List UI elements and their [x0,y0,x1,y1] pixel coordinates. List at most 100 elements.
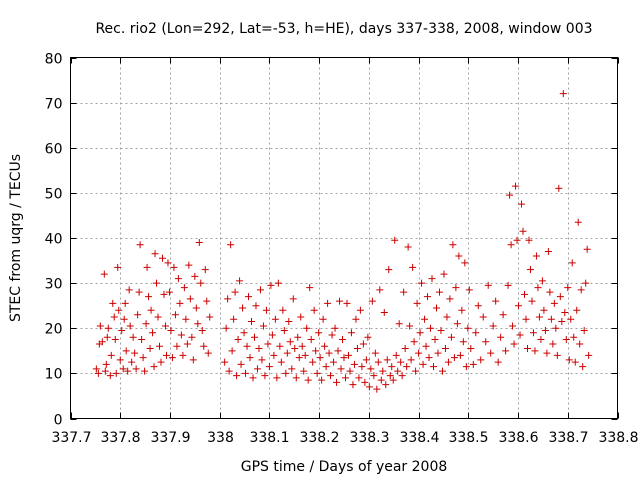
data-point [368,297,376,305]
data-point [325,349,333,357]
data-point [310,306,318,314]
data-point [567,315,575,323]
data-point [526,266,534,274]
data-point [571,358,579,366]
data-point [349,381,357,389]
data-point [449,241,457,249]
data-point [179,351,187,359]
data-point [96,322,104,330]
data-point [273,374,281,382]
data-point [307,336,315,344]
data-point [245,293,253,301]
data-point [297,313,305,321]
data-point [249,374,257,382]
data-point [434,349,442,357]
x-tick-label: 337.7 [51,430,91,446]
data-point [248,317,256,325]
data-point [177,331,185,339]
data-point [180,284,188,292]
data-point [492,297,500,305]
data-point [120,315,128,323]
data-point [227,241,235,249]
data-point [132,365,140,373]
x-tick-label: 338.6 [498,430,538,446]
data-point [352,315,360,323]
data-point [337,365,345,373]
data-point [522,315,530,323]
data-point [195,239,203,247]
data-point [477,356,485,364]
data-point [149,329,157,337]
data-point [315,329,323,337]
data-point [139,354,147,362]
data-point [236,277,244,285]
data-point [301,351,309,359]
data-point [186,295,194,303]
data-point [576,340,584,348]
data-point [271,315,279,323]
x-tick-label: 338.3 [349,430,389,446]
x-tick-label: 338.4 [399,430,439,446]
data-point [239,304,247,312]
data-point [286,338,294,346]
data-point [231,288,239,296]
data-point [547,315,555,323]
data-point [350,360,358,368]
data-point [224,295,232,303]
data-point [377,376,385,384]
data-point [374,358,382,366]
data-point [221,358,229,366]
data-point [242,369,250,377]
data-point [316,354,324,362]
x-axis-label: GPS time / Days of year 2008 [241,459,448,475]
data-point [161,322,169,330]
data-point [376,286,384,294]
y-tick-label: 0 [54,413,63,429]
data-point [268,331,276,339]
chart-title: Rec. rio2 (Lon=292, Lat=-53, h=HE), days… [95,21,592,37]
data-point [150,363,158,371]
x-tick-label: 337.8 [100,430,140,446]
data-point [452,284,460,292]
data-point [106,372,114,380]
data-point [370,372,378,380]
data-point [285,317,293,325]
data-point [444,358,452,366]
data-point [416,329,424,337]
data-point [138,336,146,344]
data-point [339,336,347,344]
data-point [344,351,352,359]
data-point [386,372,394,380]
data-point [277,358,285,366]
data-point [107,351,115,359]
data-point [104,324,112,332]
data-point [331,324,339,332]
data-point [565,356,573,364]
data-point [114,263,122,271]
data-point [98,338,106,346]
data-point [422,342,430,350]
data-point [534,284,542,292]
data-point [513,236,521,244]
data-point [330,358,338,366]
data-point [94,369,102,377]
data-point [165,288,173,296]
data-point [143,263,151,271]
y-tick-label: 20 [45,322,63,338]
y-tick-labels: 0 10 20 30 40 50 60 70 80 [45,52,63,429]
data-point [479,313,487,321]
data-point [497,333,505,341]
data-point [409,263,417,271]
data-point [453,320,461,328]
data-point [197,279,205,287]
data-point [570,333,578,341]
data-point [380,308,388,316]
data-point [126,322,134,330]
data-point [388,363,396,371]
data-point [435,288,443,296]
data-point [204,349,212,357]
data-point [361,378,369,386]
data-point [437,327,445,335]
data-point [353,345,361,353]
data-point [373,385,381,393]
